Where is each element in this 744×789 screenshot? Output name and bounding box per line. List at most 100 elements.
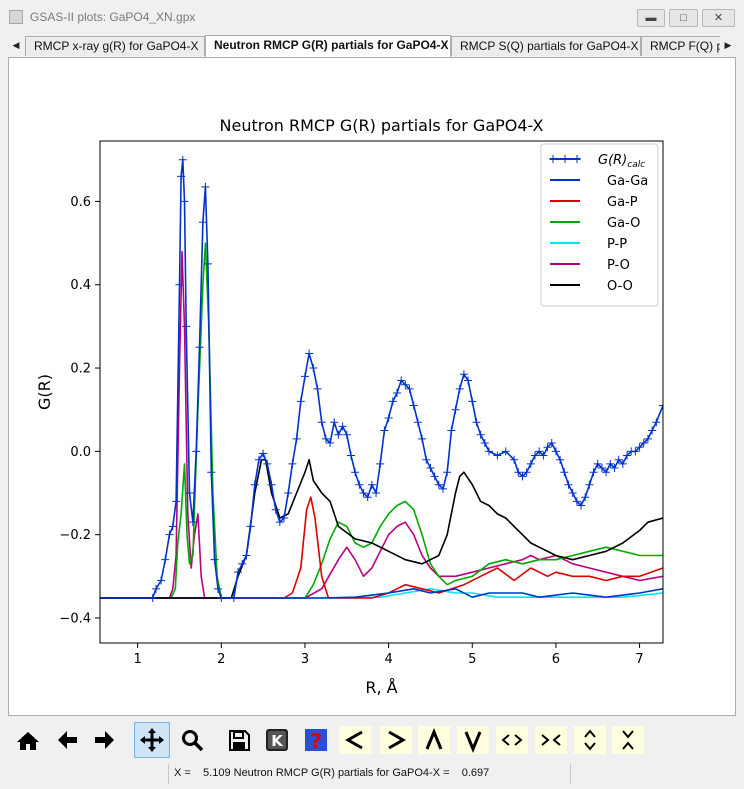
zoom-button[interactable] <box>174 722 210 758</box>
gr-calc-marker <box>185 489 194 498</box>
arrow-left-icon <box>58 731 77 749</box>
gr-calc-marker <box>543 443 552 452</box>
gr-calc-marker <box>367 480 376 489</box>
gr-calc-marker <box>426 464 435 473</box>
y-tick-label: 0.4 <box>70 278 91 293</box>
contract-horizontal-button[interactable] <box>533 722 569 758</box>
back-button[interactable] <box>49 722 85 758</box>
gr-calc-marker <box>177 172 186 181</box>
gr-calc-marker <box>246 522 255 531</box>
legend-label: O-O <box>607 279 633 294</box>
gr-calc-marker <box>413 418 422 427</box>
gr-calc-marker <box>259 449 268 458</box>
shift-left-button[interactable] <box>337 722 373 758</box>
tab-rmcp-fq-partials[interactable]: RMCP F(Q) partials for GaPO4-X <box>641 36 721 56</box>
gr-calc-marker <box>606 459 615 468</box>
gr-calc-marker <box>597 464 606 473</box>
forward-button[interactable] <box>87 722 123 758</box>
pan-button[interactable] <box>134 722 170 758</box>
expand-vertical-button[interactable] <box>572 722 608 758</box>
y-tick-label: 0.6 <box>70 195 91 210</box>
gr-calc-marker <box>631 447 640 456</box>
series-line-4 <box>100 588 663 599</box>
shift-up-button[interactable] <box>416 722 452 758</box>
gr-calc-marker <box>480 439 489 448</box>
y-axis-label: G(R) <box>35 374 54 410</box>
gr-calc-marker <box>300 372 309 381</box>
gr-calc-marker <box>182 322 191 331</box>
contract-vertical-icon <box>612 726 644 754</box>
y-tick-label: −0.2 <box>59 528 91 543</box>
gr-calc-marker <box>275 518 284 527</box>
gr-calc-marker <box>250 480 259 489</box>
gr-calc-marker <box>168 522 177 531</box>
shift-down-button[interactable] <box>455 722 491 758</box>
tab-rmcp-xray-gr[interactable]: RMCP x-ray g(R) for GaPO4-X <box>25 36 205 56</box>
y-ticks: −0.4 −0.2 0.0 0.2 0.4 0.6 <box>59 195 100 627</box>
floppy-disk-icon <box>229 730 250 751</box>
gr-calc-marker <box>652 418 661 427</box>
gr-calc-marker <box>342 430 351 439</box>
shift-right-button[interactable] <box>378 722 414 758</box>
gr-calc-marker <box>422 455 431 464</box>
gr-calc-marker <box>501 447 510 456</box>
gr-partials-chart[interactable]: 1 2 3 4 5 6 7 −0.4 −0.2 0.0 0.2 0.4 0.6 Neutron RMC… <box>8 57 736 716</box>
maximize-button[interactable]: □ <box>669 9 698 27</box>
series-line-0 <box>100 158 663 599</box>
gr-calc-marker <box>434 480 443 489</box>
gr-calc-marker <box>157 576 166 585</box>
save-button[interactable] <box>221 722 257 758</box>
gr-calc-marker <box>195 343 204 352</box>
gr-calc-marker <box>547 439 556 448</box>
minimize-button[interactable]: ▬ <box>637 9 665 27</box>
gr-calc-marker <box>346 451 355 460</box>
gr-calc-marker <box>359 489 368 498</box>
key-press-button[interactable]: K <box>259 722 295 758</box>
gr-calc-marker <box>330 418 339 427</box>
gr-calc-marker <box>577 501 586 510</box>
gr-calc-marker <box>581 493 590 502</box>
help-question-icon: ? <box>305 729 327 753</box>
gr-calc-marker <box>238 559 247 568</box>
gr-calc-marker <box>296 397 305 406</box>
caret-down-icon <box>457 726 489 754</box>
svg-text:?: ? <box>310 729 322 753</box>
x-tick-label: 2 <box>217 652 225 667</box>
arrow-right-icon <box>95 731 114 749</box>
legend-label: P-P <box>607 237 627 252</box>
gr-calc-marker <box>459 370 468 379</box>
gr-calc-marker <box>192 447 201 456</box>
close-button[interactable]: ✕ <box>702 9 735 27</box>
y-tick-label: 0.0 <box>70 445 91 460</box>
gr-calc-marker <box>556 455 565 464</box>
gr-calc-marker <box>355 480 364 489</box>
gr-calc-marker <box>418 434 427 443</box>
y-tick-label: −0.4 <box>59 612 91 627</box>
magnifier-icon <box>182 730 204 752</box>
x-tick-label: 3 <box>301 652 309 667</box>
contract-vertical-button[interactable] <box>610 722 646 758</box>
gr-calc-marker <box>468 397 477 406</box>
gr-calc-marker <box>514 468 523 477</box>
y-tick-label: 0.2 <box>70 362 91 377</box>
expand-horizontal-button[interactable] <box>494 722 530 758</box>
tab-scroll-right-icon[interactable]: ▶ <box>720 35 736 56</box>
greater-than-icon <box>380 726 412 754</box>
series-line-1 <box>100 588 663 599</box>
gr-calc-marker <box>148 594 157 603</box>
pan-arrows-icon <box>140 728 164 752</box>
gr-calc-marker <box>409 401 418 410</box>
gr-calc-marker <box>539 451 548 460</box>
gr-calc-marker <box>455 384 464 393</box>
gr-calc-marker <box>388 397 397 406</box>
series-line-2 <box>100 496 663 599</box>
gr-calc-marker <box>531 451 540 460</box>
gr-calc-marker <box>376 459 385 468</box>
tab-scroll-left-icon[interactable]: ◀ <box>8 35 24 56</box>
home-button[interactable] <box>10 722 46 758</box>
tab-neutron-rmcp-gr-partials[interactable]: Neutron RMCP G(R) partials for GaPO4-X <box>205 35 451 57</box>
gr-calc-marker <box>321 434 330 443</box>
tab-rmcp-sq-partials[interactable]: RMCP S(Q) partials for GaPO4-X <box>451 36 641 56</box>
legend: G(R)calc Ga-Ga Ga-P Ga-O P-P P-O O-O <box>540 143 659 307</box>
help-button[interactable]: ? <box>298 722 334 758</box>
